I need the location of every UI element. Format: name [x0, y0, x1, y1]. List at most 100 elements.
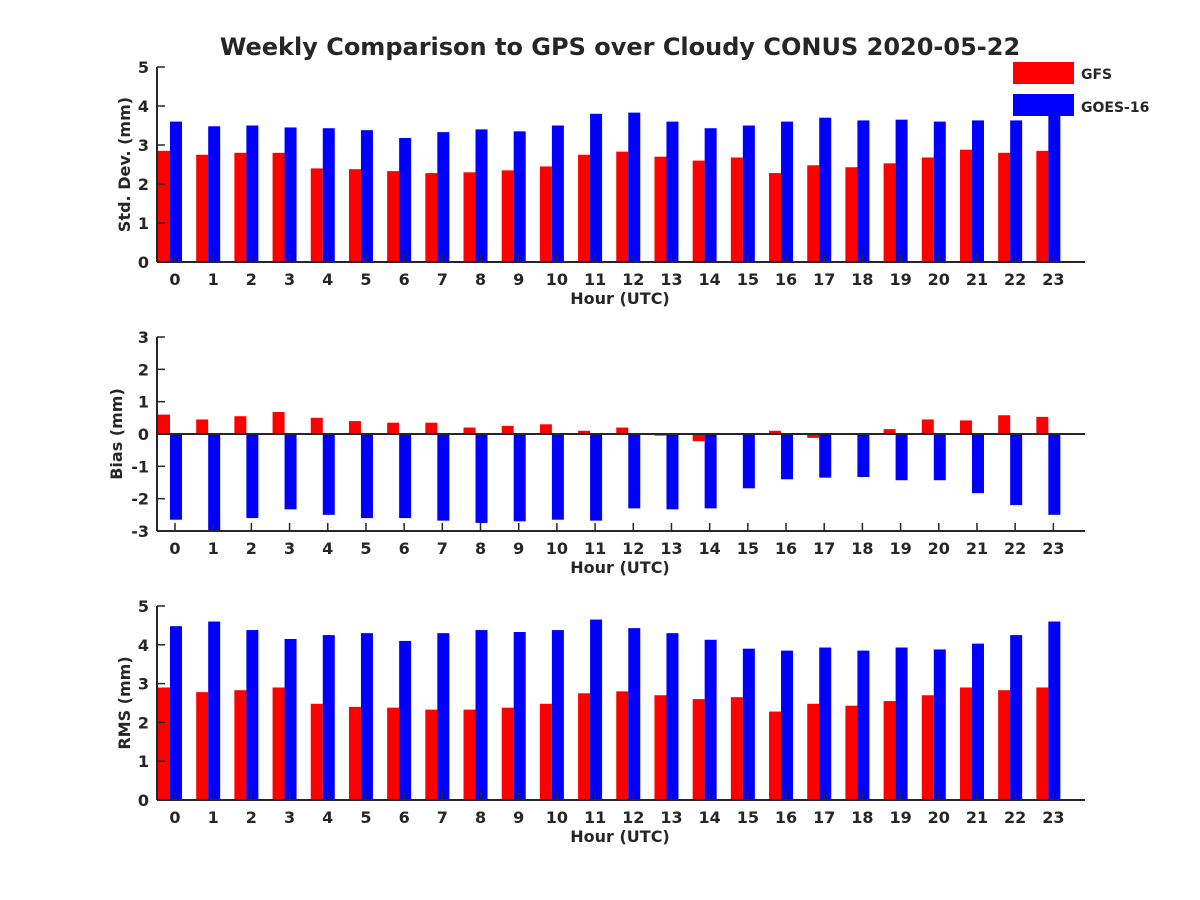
bar-goes-16-hour-22	[1010, 434, 1023, 506]
x-tick-label: 12	[622, 808, 644, 827]
x-tick-label: 9	[513, 270, 524, 289]
bar-goes-16-hour-7	[437, 132, 450, 262]
bar-goes-16-hour-12	[628, 112, 641, 262]
bar-goes-16-hour-3	[284, 434, 297, 510]
x-tick-label: 20	[928, 539, 950, 558]
bar-gfs-hour-18	[845, 705, 858, 800]
x-tick-label: 9	[513, 808, 524, 827]
bar-gfs-hour-20	[921, 419, 934, 434]
bar-goes-16-hour-16	[781, 650, 794, 800]
x-tick-label: 4	[322, 808, 333, 827]
x-tick-label: 4	[322, 539, 333, 558]
bar-gfs-hour-17	[807, 703, 820, 800]
x-tick-label: 23	[1042, 270, 1064, 289]
legend-swatch-gfs	[1013, 62, 1074, 84]
x-tick-label: 6	[399, 539, 410, 558]
bar-goes-16-hour-4	[322, 635, 335, 800]
bar-goes-16-hour-3	[284, 127, 297, 262]
x-tick-label: 2	[246, 270, 257, 289]
x-tick-label: 7	[437, 270, 448, 289]
bar-gfs-hour-16	[769, 430, 782, 434]
x-tick-label: 10	[546, 539, 568, 558]
y-tick-label: 2	[138, 713, 149, 732]
bar-goes-16-hour-11	[590, 113, 603, 262]
bar-gfs-hour-16	[769, 173, 782, 262]
y-tick-label: -3	[131, 522, 149, 541]
x-tick-label: 22	[1004, 539, 1026, 558]
y-tick-label: 4	[138, 97, 149, 116]
bar-gfs-hour-23	[1036, 150, 1049, 262]
x-tick-label: 1	[208, 808, 219, 827]
x-tick-label: 14	[699, 539, 721, 558]
y-tick-label: 3	[138, 136, 149, 155]
bar-gfs-hour-17	[807, 434, 820, 438]
bar-gfs-hour-22	[998, 152, 1011, 262]
bar-gfs-hour-5	[348, 706, 361, 800]
x-tick-label: 3	[284, 808, 295, 827]
x-tick-label: 2	[246, 539, 257, 558]
bar-gfs-hour-1	[196, 692, 209, 800]
y-tick-label: 1	[138, 214, 149, 233]
bar-goes-16-hour-4	[322, 434, 335, 515]
bar-goes-16-hour-12	[628, 434, 641, 509]
bar-gfs-hour-17	[807, 165, 820, 262]
x-tick-label: 7	[437, 539, 448, 558]
bar-gfs-hour-8	[463, 709, 476, 800]
bar-goes-16-hour-5	[360, 130, 373, 262]
bar-gfs-hour-2	[234, 152, 247, 262]
x-tick-label: 16	[775, 270, 797, 289]
bar-goes-16-hour-11	[590, 619, 603, 800]
bar-goes-16-hour-17	[819, 117, 832, 262]
x-tick-label: 15	[737, 270, 759, 289]
x-tick-label: 11	[584, 270, 606, 289]
x-tick-label: 21	[966, 539, 988, 558]
bar-gfs-hour-11	[578, 154, 591, 262]
y-tick-label: 5	[138, 58, 149, 77]
bar-gfs-hour-7	[425, 422, 438, 434]
bar-gfs-hour-21	[959, 687, 972, 800]
legend: GFS GOES-16	[1013, 62, 1149, 116]
bar-goes-16-hour-0	[170, 121, 182, 262]
bar-gfs-hour-8	[463, 427, 476, 434]
x-tick-label: 20	[928, 808, 950, 827]
bar-gfs-hour-9	[501, 170, 514, 262]
x-tick-label: 5	[360, 808, 371, 827]
x-tick-label: 10	[546, 808, 568, 827]
x-tick-label: 17	[813, 270, 835, 289]
x-tick-label: 13	[660, 808, 682, 827]
x-tick-label: 3	[284, 539, 295, 558]
x-tick-label: 17	[813, 808, 835, 827]
y-tick-label: 4	[138, 636, 149, 655]
bar-goes-16-hour-12	[628, 628, 641, 800]
bar-gfs-hour-3	[272, 687, 285, 800]
y-tick-label: 3	[138, 328, 149, 347]
bar-goes-16-hour-21	[971, 120, 984, 263]
bar-gfs-hour-23	[1036, 416, 1049, 434]
x-tick-label: 6	[399, 270, 410, 289]
x-tick-label: 6	[399, 808, 410, 827]
chart-title: Weekly Comparison to GPS over Cloudy CON…	[220, 33, 1020, 61]
x-tick-label: 23	[1042, 808, 1064, 827]
y-tick-label: 5	[138, 597, 149, 616]
bar-gfs-hour-11	[578, 693, 591, 800]
bar-goes-16-hour-16	[781, 121, 794, 262]
bar-goes-16-hour-8	[475, 630, 488, 800]
bar-goes-16-hour-2	[246, 434, 259, 519]
x-tick-label: 4	[322, 270, 333, 289]
bar-gfs-hour-22	[998, 690, 1011, 800]
bar-goes-16-hour-17	[819, 434, 832, 478]
bar-goes-16-hour-5	[360, 434, 373, 519]
y-tick-label: -2	[131, 490, 149, 509]
bar-goes-16-hour-23	[1048, 621, 1061, 800]
bar-goes-16-hour-22	[1010, 120, 1023, 263]
bar-gfs-hour-14	[692, 699, 705, 800]
bar-goes-16-hour-15	[742, 125, 755, 262]
x-tick-label: 19	[889, 808, 911, 827]
bar-gfs-hour-12	[616, 427, 629, 434]
bar-gfs-hour-10	[539, 703, 552, 800]
x-tick-label: 13	[660, 270, 682, 289]
y-tick-label: -1	[131, 457, 149, 476]
y-axis-label: Std. Dev. (mm)	[115, 97, 134, 232]
